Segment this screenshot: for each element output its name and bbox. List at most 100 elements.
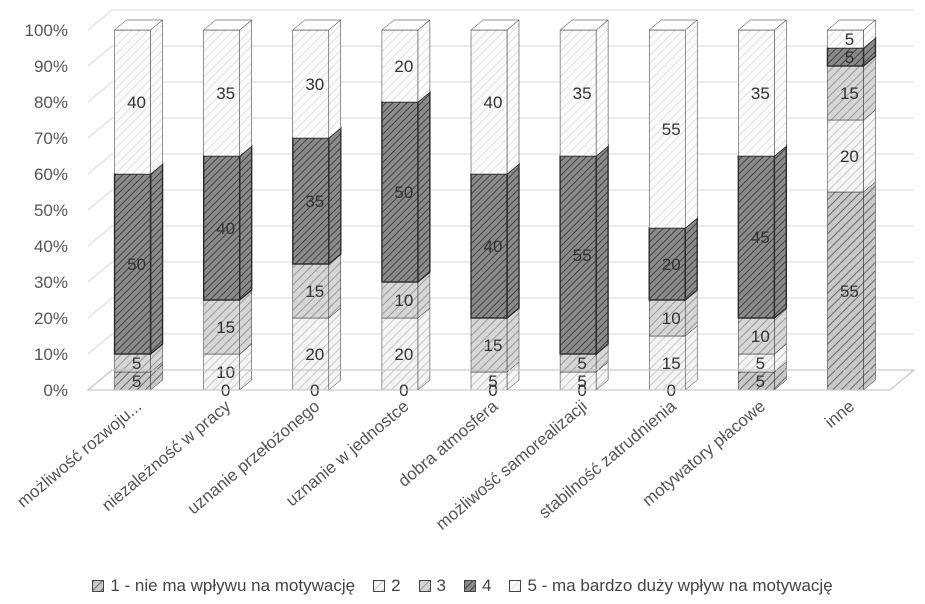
data-label: 10: [216, 363, 235, 382]
bar-segment: [202, 155, 241, 301]
bar-segment: [292, 263, 330, 319]
y-tick-label: 100%: [25, 21, 68, 40]
bar-segment-side: [684, 216, 698, 302]
x-axis-floor: [86, 369, 916, 391]
legend-item: 2: [373, 576, 401, 596]
data-label: 5: [756, 354, 765, 373]
bars: [113, 19, 877, 391]
bar-segment-side: [863, 181, 876, 391]
data-label: 15: [840, 84, 859, 103]
data-label: 50: [394, 183, 413, 202]
bar-top-cap: [559, 19, 609, 31]
gridline-edge: [87, 45, 113, 67]
bar-segment: [381, 317, 419, 391]
data-label: 35: [573, 84, 592, 103]
data-label: 10: [394, 291, 413, 310]
data-label: 5: [845, 30, 854, 49]
bar-top-cap: [202, 19, 253, 31]
bar-segment: [648, 227, 686, 301]
bar-segment: [827, 119, 864, 193]
y-tick-label: 30%: [34, 273, 68, 292]
bar-segment: [648, 299, 686, 337]
y-axis: 0% 10% 20% 30% 40% 50% 60% 70% 80% 90% 100%: [25, 21, 68, 400]
data-label: 10: [751, 327, 770, 346]
bar-segment: [738, 317, 775, 355]
data-label: 55: [573, 246, 592, 265]
chart-legend: 1 - nie ma wpływu na motywację 2 3 4 5 - ma …: [0, 572, 925, 600]
bar-segment-side: [239, 289, 252, 355]
bar-segment-side: [506, 19, 520, 175]
data-label: 55: [662, 120, 681, 139]
data-label: 5: [488, 372, 497, 391]
bar-segment: [292, 137, 330, 265]
bar-segment: [737, 155, 776, 319]
data-label: 5: [756, 372, 765, 391]
bar-segment-side: [417, 19, 431, 103]
bar-segment: [470, 173, 508, 319]
bar-segment: [738, 29, 775, 157]
data-label: 45: [751, 228, 770, 247]
bar-segment-side: [595, 19, 609, 157]
bar-top-cap: [648, 19, 698, 31]
y-tick-label: 50%: [34, 201, 68, 220]
bar-segment-side: [328, 19, 342, 139]
bar-top-cap: [470, 19, 520, 31]
bar-segment-side: [506, 307, 520, 373]
gridline-edge: [87, 81, 113, 103]
bar-segment-side: [238, 144, 253, 302]
data-label: 40: [127, 93, 146, 112]
y-tick-label: 90%: [34, 57, 68, 76]
data-label: 15: [305, 282, 324, 301]
bar-segment-side: [863, 55, 876, 121]
data-label: 20: [305, 345, 324, 364]
bar-segment-side: [150, 19, 163, 175]
data-label: 10: [662, 309, 681, 328]
data-label: 30: [305, 75, 324, 94]
gridline-edge: [87, 333, 113, 355]
bar-segment: [470, 29, 508, 175]
data-label: 40: [484, 93, 503, 112]
bar-segment-side: [863, 109, 876, 193]
gridline-edge: [87, 117, 113, 139]
data-label: 15: [216, 318, 235, 337]
legend-label: 1 - nie ma wpływu na motywację: [110, 576, 356, 595]
bar-segment-side: [684, 19, 698, 229]
bar-segment: [203, 299, 240, 355]
bar-segment: [114, 29, 151, 175]
data-label: 35: [305, 192, 324, 211]
data-label: 40: [216, 219, 235, 238]
legend-swatch: [92, 580, 105, 592]
legend-label: 5 - ma bardzo duży wpływ na motywację: [527, 576, 833, 595]
x-axis: możliwość rozwoju...niezależność w pracy…: [14, 369, 916, 534]
gridline-edge: [87, 297, 113, 319]
bar-segment-side: [506, 162, 520, 320]
y-tick-label: 20%: [34, 309, 68, 328]
bar-segment-side: [417, 307, 431, 391]
legend-item: 1 - nie ma wpływu na motywację: [92, 576, 355, 596]
bar-top-cap: [292, 19, 342, 31]
bar-segment-side: [328, 253, 342, 319]
bar-segment: [203, 353, 240, 391]
y-tick-label: 70%: [34, 129, 68, 148]
legend-item: 4: [464, 576, 491, 596]
bar-segment: [292, 317, 330, 391]
bar-segment: [648, 335, 686, 391]
data-label: 50: [127, 255, 146, 274]
data-label: 20: [394, 345, 413, 364]
bar-segment-side: [328, 307, 342, 391]
data-label: 5: [132, 372, 141, 391]
legend-item: 5 - ma bardzo duży wpływ na motywację: [509, 576, 833, 596]
bar-segment-side: [684, 325, 698, 391]
data-label: 20: [394, 57, 413, 76]
y-tick-label: 60%: [34, 165, 68, 184]
bar-top-cap: [826, 19, 877, 31]
bar-segment-side: [595, 144, 609, 356]
bar-segment-side: [239, 19, 252, 157]
gridline-edge: [87, 153, 113, 175]
bar-segment: [203, 29, 240, 157]
legend-label: 3: [436, 576, 446, 595]
legend-swatch: [464, 580, 476, 592]
data-label: 5: [577, 354, 586, 373]
data-label: 55: [840, 282, 859, 301]
legend-swatch: [418, 580, 431, 592]
